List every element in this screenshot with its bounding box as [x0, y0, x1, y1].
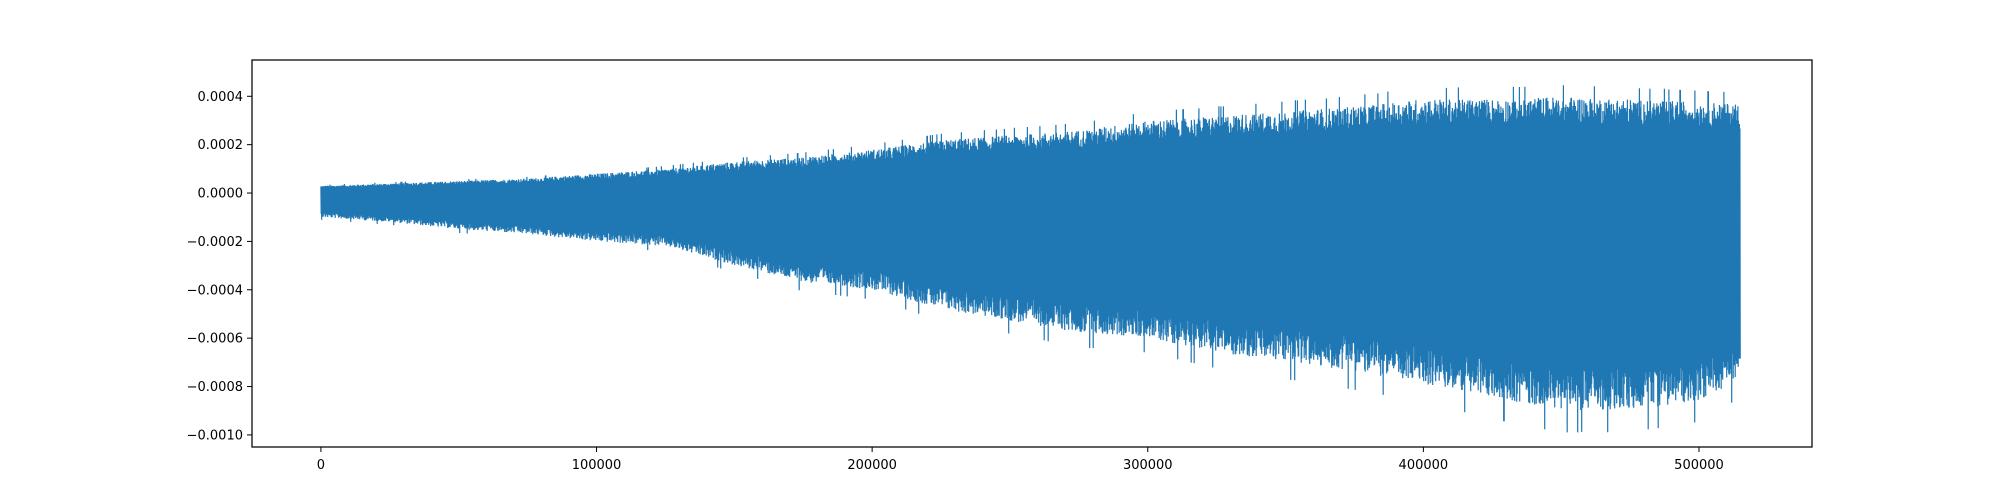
- waveform-series-line: [320, 85, 1741, 433]
- y-tick-label: −0.0010: [187, 428, 243, 443]
- y-tick-label: −0.0004: [187, 283, 243, 298]
- x-tick-label: 500000: [1674, 458, 1724, 473]
- y-tick-label: −0.0006: [187, 332, 243, 347]
- x-tick-label: 200000: [847, 458, 897, 473]
- y-tick-label: 0.0000: [198, 187, 244, 202]
- series-layer: [320, 85, 1741, 433]
- x-axis: 0 100000 200000 300000 400000 500000: [317, 447, 1724, 473]
- plot-area: [320, 85, 1741, 433]
- x-tick-label: 400000: [1399, 458, 1449, 473]
- y-tick-label: −0.0008: [187, 380, 243, 395]
- x-tick-label: 0: [317, 458, 325, 473]
- axes-frame: [251, 59, 1813, 448]
- y-axis: 0.0004 0.0002 0.0000 −0.0002 −0.0004 −0.0006 −…: [187, 90, 252, 443]
- y-tick-label: −0.0002: [187, 235, 243, 250]
- x-tick-label: 100000: [572, 458, 622, 473]
- y-tick-label: 0.0004: [198, 90, 244, 105]
- y-tick-label: 0.0002: [198, 138, 244, 153]
- x-tick-label: 300000: [1123, 458, 1173, 473]
